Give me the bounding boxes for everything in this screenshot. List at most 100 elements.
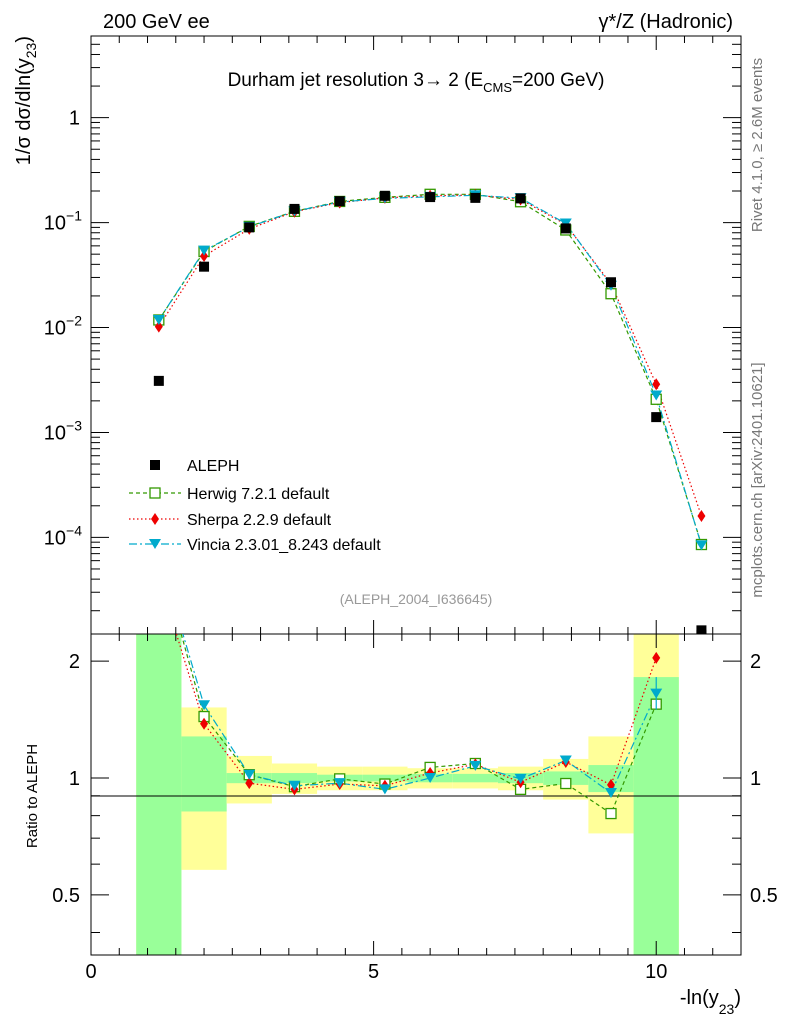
series-point	[154, 320, 163, 333]
data-point	[199, 261, 210, 272]
header-left-label: 200 GeV ee	[103, 11, 210, 33]
data-point	[379, 190, 390, 201]
ratio-point	[424, 773, 437, 784]
y-tick-label-exp: −3	[66, 417, 82, 433]
band-inner	[271, 773, 318, 784]
legend-marker	[149, 487, 161, 499]
ratio-point	[333, 778, 346, 789]
series-point	[652, 378, 661, 391]
ratio-point	[198, 700, 211, 711]
ratio-point	[559, 755, 572, 766]
data-point	[334, 196, 345, 207]
ratio-point	[469, 760, 482, 771]
legend-label: Vincia 2.3.01_8.243 default	[187, 537, 381, 554]
ratio-tick-label-right: 2	[750, 651, 761, 673]
ratio-point	[378, 784, 391, 795]
y-axis-label-close: )	[13, 36, 35, 43]
y-tick-label-base: 10	[44, 318, 66, 340]
x-axis-label-main: -ln(y	[680, 987, 719, 1009]
legend-label: Sherpa 2.2.9 default	[187, 512, 332, 529]
x-tick-label: 10	[645, 961, 667, 983]
x-axis-label-sub: 23	[719, 1001, 735, 1017]
data-point	[289, 203, 300, 214]
series-point	[200, 250, 209, 263]
y-tick-label-base: 10	[44, 422, 66, 444]
x-axis-label: -ln(y23)	[680, 987, 741, 1017]
y-tick-label: 10−4	[44, 522, 82, 549]
legend-marker	[149, 539, 161, 549]
y-axis-label-sub: 23	[23, 42, 39, 58]
legend-marker-aleph	[150, 460, 160, 470]
ratio-tick-label-left: 2	[69, 651, 80, 673]
ratio-point	[243, 769, 256, 780]
ratio-plot-frame	[90, 633, 742, 956]
axis-ticks	[90, 35, 742, 955]
analysis-tag: (ALEPH_2004_I636645)	[340, 591, 493, 607]
plot-title-text: Durham jet resolution 3→ 2 (E	[228, 70, 484, 91]
y-tick-label: 10−3	[44, 417, 82, 444]
y-tick-label: 10−1	[44, 208, 82, 235]
ratio-tick-label-right: 0.5	[750, 885, 778, 907]
legend: ALEPH Herwig 7.2.1 default Sherpa 2.2.9 de…	[129, 458, 381, 554]
data-point-edge	[696, 630, 707, 634]
series-point	[152, 314, 165, 325]
legend-label: Herwig 7.2.1 default	[187, 486, 330, 503]
ratio-tick-label-left: 1	[69, 768, 80, 790]
y-tick-label-exp: −2	[66, 313, 82, 329]
legend-label: ALEPH	[187, 458, 239, 475]
band-inner	[452, 773, 498, 783]
plot-title: Durham jet resolution 3→ 2 (ECMS=200 GeV…	[228, 70, 605, 95]
series-point	[198, 245, 211, 256]
ratio-point	[245, 777, 254, 790]
ratio-line	[182, 634, 657, 794]
y-tick-label: 1	[69, 108, 80, 130]
y-tick-label: 10−2	[44, 313, 82, 340]
x-axis-label-close: )	[734, 987, 741, 1009]
mcplots-label: mcplots.cern.ch [arXiv:2401.10621]	[749, 362, 766, 597]
y-tick-label-base: 10	[44, 527, 66, 549]
x-tick-label: 5	[368, 961, 379, 983]
edge-points	[696, 630, 707, 634]
data-point	[606, 277, 616, 288]
ratio-point	[288, 780, 301, 791]
band-inner	[136, 634, 182, 955]
ratio-point	[607, 778, 615, 791]
series-point	[650, 390, 663, 401]
ratio-point	[605, 788, 617, 799]
ratio-line	[180, 634, 657, 815]
plot-title-end: =200 GeV)	[512, 70, 604, 91]
ratio-y-axis-label: Ratio to ALEPH	[24, 744, 41, 848]
ratio-point	[514, 773, 527, 784]
ratio-tick-label-left: 0.5	[52, 885, 80, 907]
series-point	[697, 509, 706, 522]
plot-title-sub: CMS	[483, 80, 512, 95]
band-inner	[362, 774, 408, 782]
y-tick-label-exp: −4	[66, 522, 82, 538]
data-point	[515, 193, 526, 204]
band-inner	[633, 677, 679, 955]
data-point	[425, 192, 436, 203]
data-point	[470, 192, 481, 203]
rivet-version-label: Rivet 4.1.0, ≥ 2.6M events	[749, 58, 766, 232]
series-point	[695, 540, 708, 551]
data-point	[244, 222, 255, 233]
ratio-point	[652, 651, 661, 664]
band-inner	[181, 736, 227, 812]
ratio-point	[200, 717, 209, 730]
data-point	[696, 625, 707, 634]
y-tick-label-exp: −1	[66, 208, 82, 224]
ratio-series	[175, 634, 663, 820]
y-axis-label: 1/σ dσ/dln(y23)	[13, 36, 39, 165]
data-point	[560, 223, 571, 234]
main-series	[152, 188, 708, 634]
data-point	[153, 375, 164, 386]
y-tick-label-base: 10	[44, 213, 66, 235]
ratio-point	[605, 807, 617, 820]
legend-marker	[151, 513, 159, 525]
y-axis-label-main: 1/σ dσ/dln(y	[13, 58, 35, 165]
header-right-label: γ*/Z (Hadronic)	[599, 11, 733, 33]
x-tick-label: 0	[85, 961, 96, 983]
data-point	[651, 412, 662, 423]
